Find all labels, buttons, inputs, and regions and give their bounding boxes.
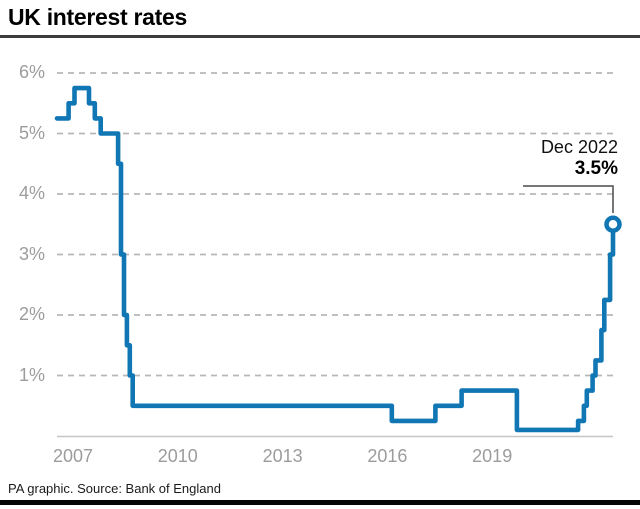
y-axis-tick-4%: 4% <box>18 183 45 203</box>
bottom-border-bar <box>0 500 640 505</box>
end-point-annotation: Dec 2022 3.5% <box>541 137 618 179</box>
x-axis-tick-2013: 2013 <box>262 446 303 466</box>
chart-title: UK interest rates <box>8 4 187 30</box>
source-credit: PA graphic. Source: Bank of England <box>8 481 221 496</box>
y-axis-tick-6%: 6% <box>18 62 45 82</box>
y-axis-tick-2%: 2% <box>18 304 45 324</box>
x-axis-tick-2007: 2007 <box>52 446 94 466</box>
y-axis-tick-1%: 1% <box>18 364 45 385</box>
y-axis-tick-3%: 3% <box>18 243 45 264</box>
rate-line <box>54 85 616 433</box>
annotation-value: 3.5% <box>574 158 618 179</box>
x-axis-tick-2019: 2019 <box>472 446 513 466</box>
x-axis-tick-2010: 2010 <box>157 446 198 466</box>
annotation-date: Dec 2022 <box>540 137 618 157</box>
callout-line <box>523 185 614 213</box>
x-axis-tick-2016: 2016 <box>367 446 408 466</box>
end-point-marker <box>604 215 622 233</box>
title-divider <box>0 35 640 38</box>
y-axis-tick-5%: 5% <box>18 122 45 143</box>
